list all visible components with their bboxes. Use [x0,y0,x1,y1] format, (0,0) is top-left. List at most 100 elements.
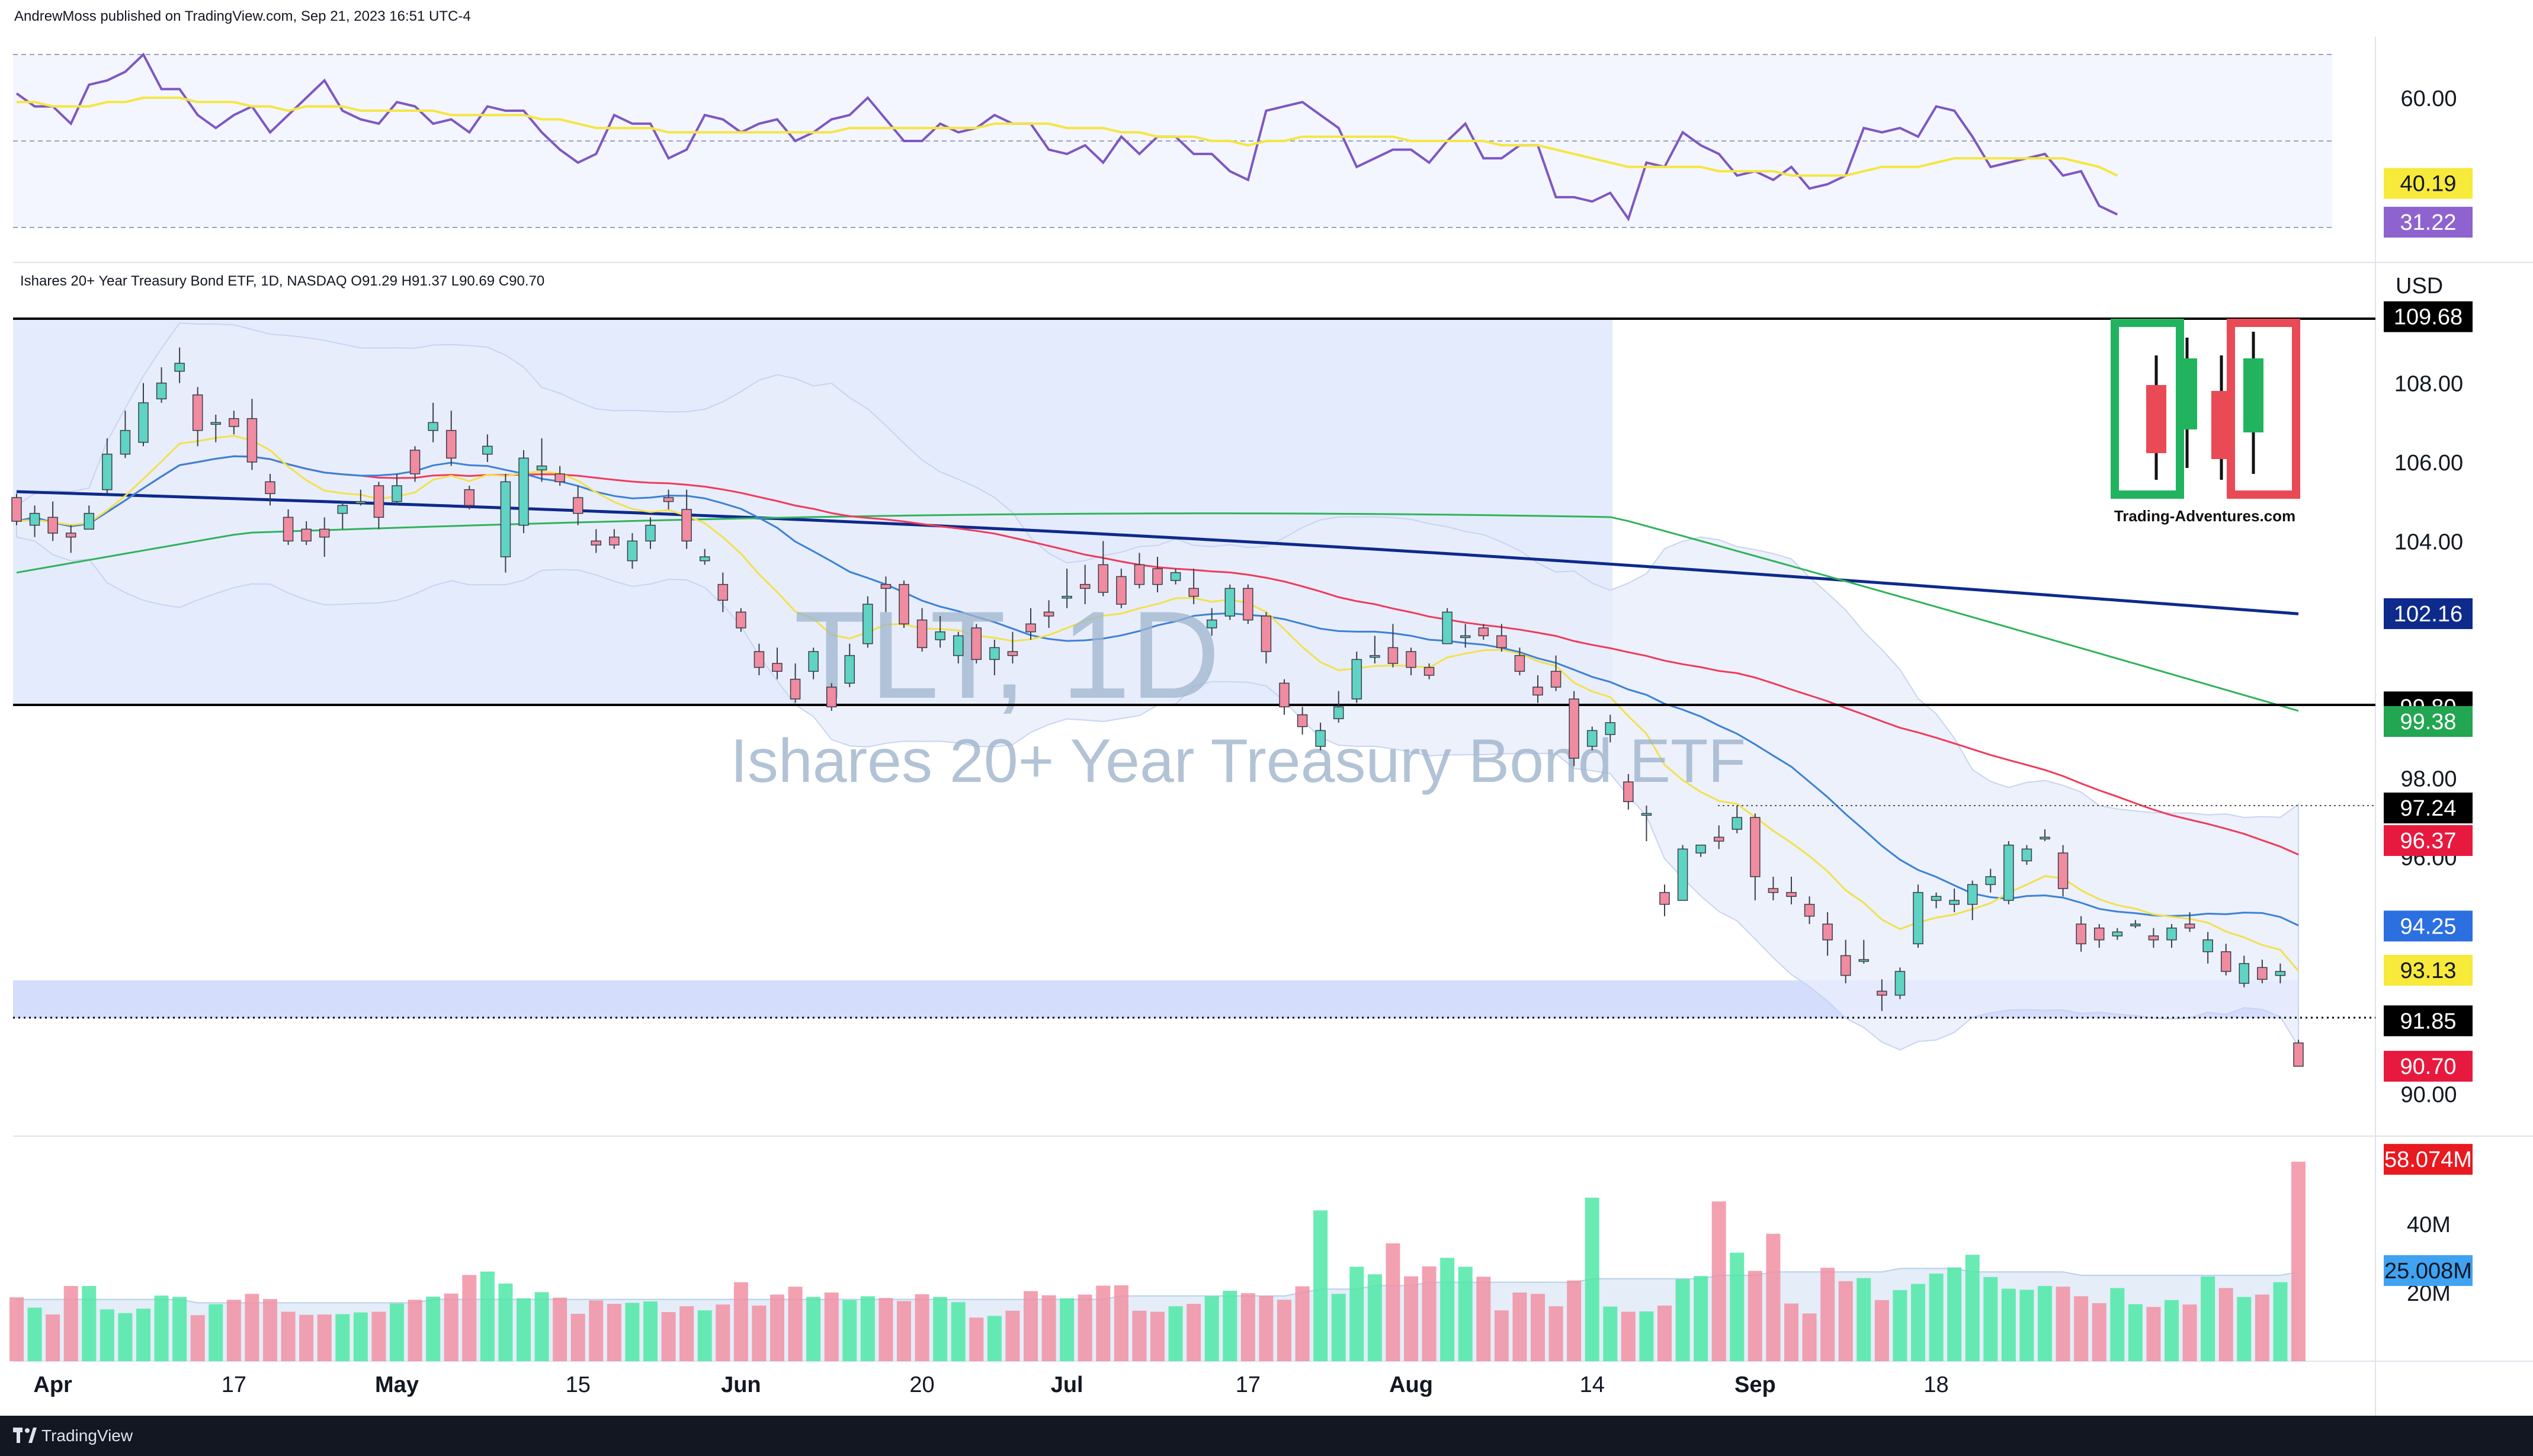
time-axis-label: Sep [1734,1372,1776,1397]
volume-bar [1621,1311,1636,1361]
candle [1659,884,1670,916]
volume-bar [1041,1295,1056,1361]
tradingview-logo-icon [13,1428,37,1443]
volume-bar [2255,1294,2269,1361]
candle-body [1098,564,1109,593]
candle-body [2239,963,2250,984]
volume-badge: 58.074M [2384,1147,2472,1172]
candle-body [2057,852,2069,889]
candle-body [1623,781,1634,803]
volume-bar [1965,1255,1980,1361]
volume-bar [517,1298,531,1361]
candle-body [138,402,149,443]
candle [1713,825,1724,849]
candle [1243,584,1253,624]
candle-body [1786,891,1797,897]
price-axis-tick: 108.00 [2394,372,2463,397]
candle-body [1188,588,1199,597]
volume-bar [987,1316,1002,1361]
volume-bar [1060,1298,1075,1361]
candle-body [536,465,547,471]
candle-body [1496,635,1507,649]
candle [772,647,783,679]
volume-bar [2237,1297,2252,1361]
candle-body [953,635,964,656]
volume-bar [897,1301,911,1361]
volume-bar [1730,1252,1745,1361]
candle-body [2220,951,2231,972]
candle [283,509,294,545]
volume-bar [733,1282,748,1361]
volume-bar [2001,1288,2016,1361]
volume-bar [2273,1282,2288,1361]
candle [1370,636,1380,663]
candle-body [2293,1042,2304,1067]
candle-body [1822,923,1833,941]
volume-bar [788,1287,803,1361]
candle [1931,892,1942,909]
volume-badge-bg [2384,1144,2473,1175]
candle [2093,924,2105,948]
volume-bar [860,1296,875,1361]
candle [1586,726,1598,751]
volume-bar [1784,1303,1798,1361]
volume-bar [553,1297,567,1361]
candle [916,608,928,652]
candle [373,482,384,530]
sma100-line [16,512,2299,712]
candle [1478,624,1489,640]
candle-body [1370,655,1380,658]
time-axis-label: Aug [1389,1372,1433,1397]
currency-label: USD [2396,274,2443,299]
candle [174,347,185,383]
candle [1134,553,1145,589]
candle-body [319,528,330,538]
volume-bar [697,1310,712,1361]
volume-bar [2128,1304,2143,1361]
axis-labels: 60.00108.00106.00104.0098.0096.0090.0040… [33,86,2463,1397]
candle [1315,723,1326,751]
volume-bar [1187,1304,1201,1361]
candle [392,474,402,506]
candle [971,624,982,663]
candle-body [174,363,185,372]
volume-bar [100,1309,114,1361]
volume-bar [426,1296,441,1361]
candle [2275,963,2286,983]
volume-bar [335,1314,350,1361]
volume-bar [172,1297,187,1361]
price-badge-bg [2384,825,2473,856]
candle-body [192,394,203,431]
price-badge: 93.13 [2400,958,2456,983]
volume-bar [1476,1277,1491,1361]
volume-bar [1096,1285,1111,1361]
time-axis-label: Apr [33,1372,72,1397]
candle [862,596,873,648]
volume-bar [1802,1313,1817,1361]
chart-canvas[interactable]: TLT, 1D Ishares 20+ Year Treasury Bond E… [0,0,2533,1416]
volume-bar [806,1297,821,1361]
candle-body [1877,990,1887,996]
volume-bar [1585,1197,1599,1361]
candle-body [1913,891,1923,945]
candle [1297,707,1308,735]
price-axis-tick: 104.00 [2394,530,2463,554]
candle-body [2003,844,2014,901]
candle [301,521,312,545]
candle-body [120,429,131,455]
volume-bar [1639,1311,1654,1361]
price-badge: 102.16 [2394,602,2463,627]
candle-body [1478,627,1489,637]
time-axis-label: 14 [1580,1372,1605,1397]
candle-body [754,651,765,668]
candle-body [500,481,511,557]
candle-body [2021,848,2032,862]
candle-body [1750,817,1761,877]
volume-bar [1929,1274,1944,1361]
candle [2293,1040,2304,1067]
candle-body [1985,876,1996,886]
candle [2148,928,2159,948]
volume-bar [1331,1294,1346,1361]
candle [953,631,964,663]
price-badge-bg [2384,793,2473,823]
